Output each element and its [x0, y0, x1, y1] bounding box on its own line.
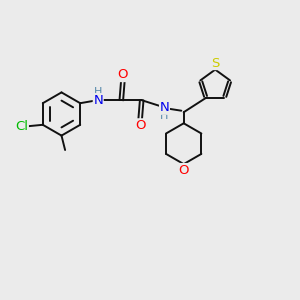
Text: N: N	[160, 101, 170, 114]
Text: O: O	[135, 119, 146, 132]
Text: O: O	[178, 164, 189, 177]
Text: Cl: Cl	[15, 120, 28, 133]
Text: H: H	[160, 111, 169, 121]
Text: O: O	[118, 68, 128, 82]
Text: N: N	[93, 94, 103, 107]
Text: S: S	[211, 56, 219, 70]
Text: H: H	[94, 87, 102, 97]
